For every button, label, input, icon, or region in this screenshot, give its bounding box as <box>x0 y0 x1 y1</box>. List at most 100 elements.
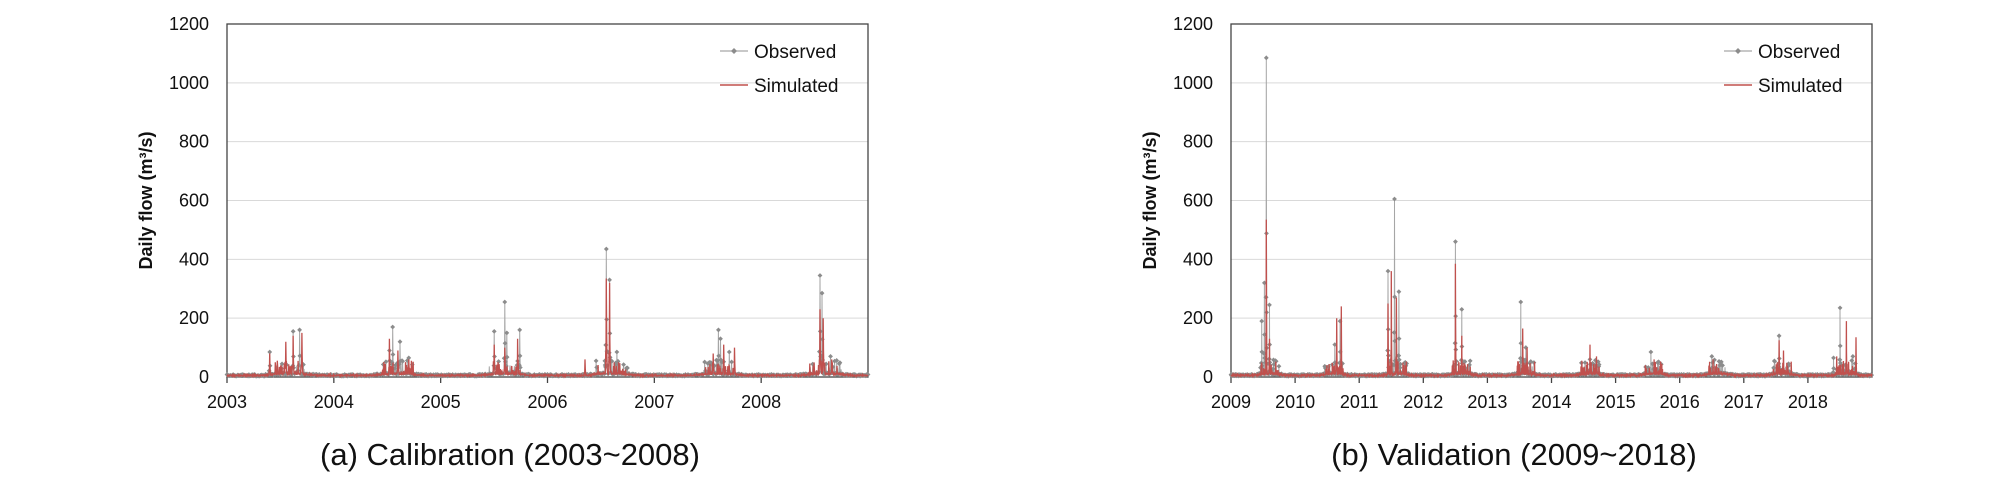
observed-point <box>1582 360 1588 366</box>
validation-chart: 0 200 400 600 800 1000 1200 2009 2010 2011 2012 201… <box>1140 14 1875 412</box>
observed-point <box>1396 336 1402 342</box>
legend-marker-observed <box>731 48 737 54</box>
observed-point <box>716 327 721 333</box>
series-line-simulated <box>1230 219 1873 379</box>
y-tick-label: 1000 <box>1173 73 1213 93</box>
observed-point <box>1396 357 1402 363</box>
observed-point <box>834 358 840 363</box>
observed-point <box>1831 355 1836 361</box>
observed-point <box>517 353 523 359</box>
observed-point <box>1849 358 1855 363</box>
observed-point <box>502 299 508 305</box>
caption-calibration: (a) Calibration (2003~2008) <box>320 437 700 472</box>
observed-point <box>1709 354 1715 359</box>
observed-point <box>1276 363 1282 369</box>
x-tick-label: 2017 <box>1724 392 1764 412</box>
observed-point <box>621 362 627 368</box>
observed-point <box>711 363 717 369</box>
legend-label-simulated: Simulated <box>1758 76 1843 97</box>
observed-point <box>406 355 412 361</box>
y-tick-label: 400 <box>1183 249 1213 269</box>
x-tick-label: 2012 <box>1403 392 1443 412</box>
observed-point <box>297 327 302 333</box>
chart-panel-calibration: 0 200 400 600 800 1000 1200 2003 2004 2005 2006 200… <box>136 14 871 472</box>
y-tick-label: 200 <box>1183 308 1213 328</box>
x-tick-label: 2011 <box>1340 392 1379 412</box>
observed-point <box>517 365 523 370</box>
observed-point <box>1837 305 1843 311</box>
x-tick-label: 2005 <box>421 392 461 412</box>
caption-validation: (b) Validation (2009~2018) <box>1331 437 1697 472</box>
observed-point <box>1453 239 1458 245</box>
observed-point <box>296 362 302 368</box>
y-tick-label: 600 <box>179 191 209 211</box>
y-tick-label: 600 <box>1183 191 1213 211</box>
x-tick-label: 2006 <box>527 392 567 412</box>
observed-point <box>390 352 396 357</box>
series-line-observed <box>226 248 869 379</box>
observed-point <box>593 358 599 364</box>
y-tick-label: 0 <box>199 367 209 387</box>
observed-point <box>390 324 396 330</box>
observed-point <box>400 358 406 364</box>
observed-point <box>504 330 510 336</box>
legend-marker-observed <box>1735 48 1741 54</box>
observed-point <box>1648 349 1654 355</box>
y-tick-label: 400 <box>179 249 209 269</box>
observed-point <box>828 354 833 359</box>
observed-point <box>267 349 273 355</box>
legend: Observed Simulated <box>1724 42 1843 97</box>
legend-label-observed: Observed <box>754 42 836 63</box>
y-axis-label: Daily flow (m³/s) <box>136 131 156 269</box>
x-tick-label: 2018 <box>1788 392 1828 412</box>
x-tick-label: 2003 <box>207 392 247 412</box>
observed-point <box>614 349 620 355</box>
observed-point <box>279 361 285 367</box>
y-tick-label: 800 <box>1183 132 1213 152</box>
observed-point <box>1645 365 1651 370</box>
observed-point <box>1596 362 1602 367</box>
observed-point <box>1837 343 1843 349</box>
x-tick-label: 2016 <box>1660 392 1700 412</box>
observed-point <box>1332 342 1338 348</box>
observed-point <box>1385 268 1391 274</box>
observed-point <box>1459 306 1465 312</box>
observed-point <box>397 339 403 345</box>
legend-label-simulated: Simulated <box>754 76 839 97</box>
observed-point <box>819 290 825 296</box>
observed-point <box>837 360 843 366</box>
observed-point <box>819 336 825 342</box>
observed-point <box>1656 359 1662 365</box>
observed-point <box>718 336 723 342</box>
y-tick-label: 1200 <box>1173 14 1213 34</box>
observed-point <box>1518 355 1523 361</box>
y-tick-label: 1200 <box>169 14 209 34</box>
observed-point <box>603 246 609 252</box>
y-axis-label: Daily flow (m³/s) <box>1140 131 1160 269</box>
observed-point <box>1776 333 1782 339</box>
observed-point <box>1467 362 1472 368</box>
x-tick-label: 2014 <box>1531 392 1571 412</box>
observed-point <box>625 365 630 371</box>
observed-point <box>504 354 510 360</box>
legend-label-observed: Observed <box>1758 42 1840 63</box>
x-tick-label: 2009 <box>1211 392 1251 412</box>
x-tick-label: 2013 <box>1467 392 1507 412</box>
observed-point <box>1392 196 1397 202</box>
chart-panel-validation: 0 200 400 600 800 1000 1200 2009 2010 2011 2012 201… <box>1004 0 2008 480</box>
observed-point <box>1267 302 1272 308</box>
observed-point <box>517 362 522 368</box>
observed-point <box>726 349 732 355</box>
x-tick-label: 2004 <box>314 392 354 412</box>
y-tick-label: 1000 <box>169 73 209 93</box>
observed-point <box>1772 358 1778 364</box>
x-tick-label: 2007 <box>634 392 674 412</box>
y-tick-label: 200 <box>179 308 209 328</box>
series-line-observed <box>1230 57 1873 379</box>
observed-point <box>517 327 523 333</box>
observed-point <box>716 353 722 359</box>
observed-point <box>1593 357 1598 363</box>
observed-point <box>1462 359 1468 364</box>
x-tick-label: 2008 <box>741 392 781 412</box>
observed-point <box>1337 349 1343 355</box>
